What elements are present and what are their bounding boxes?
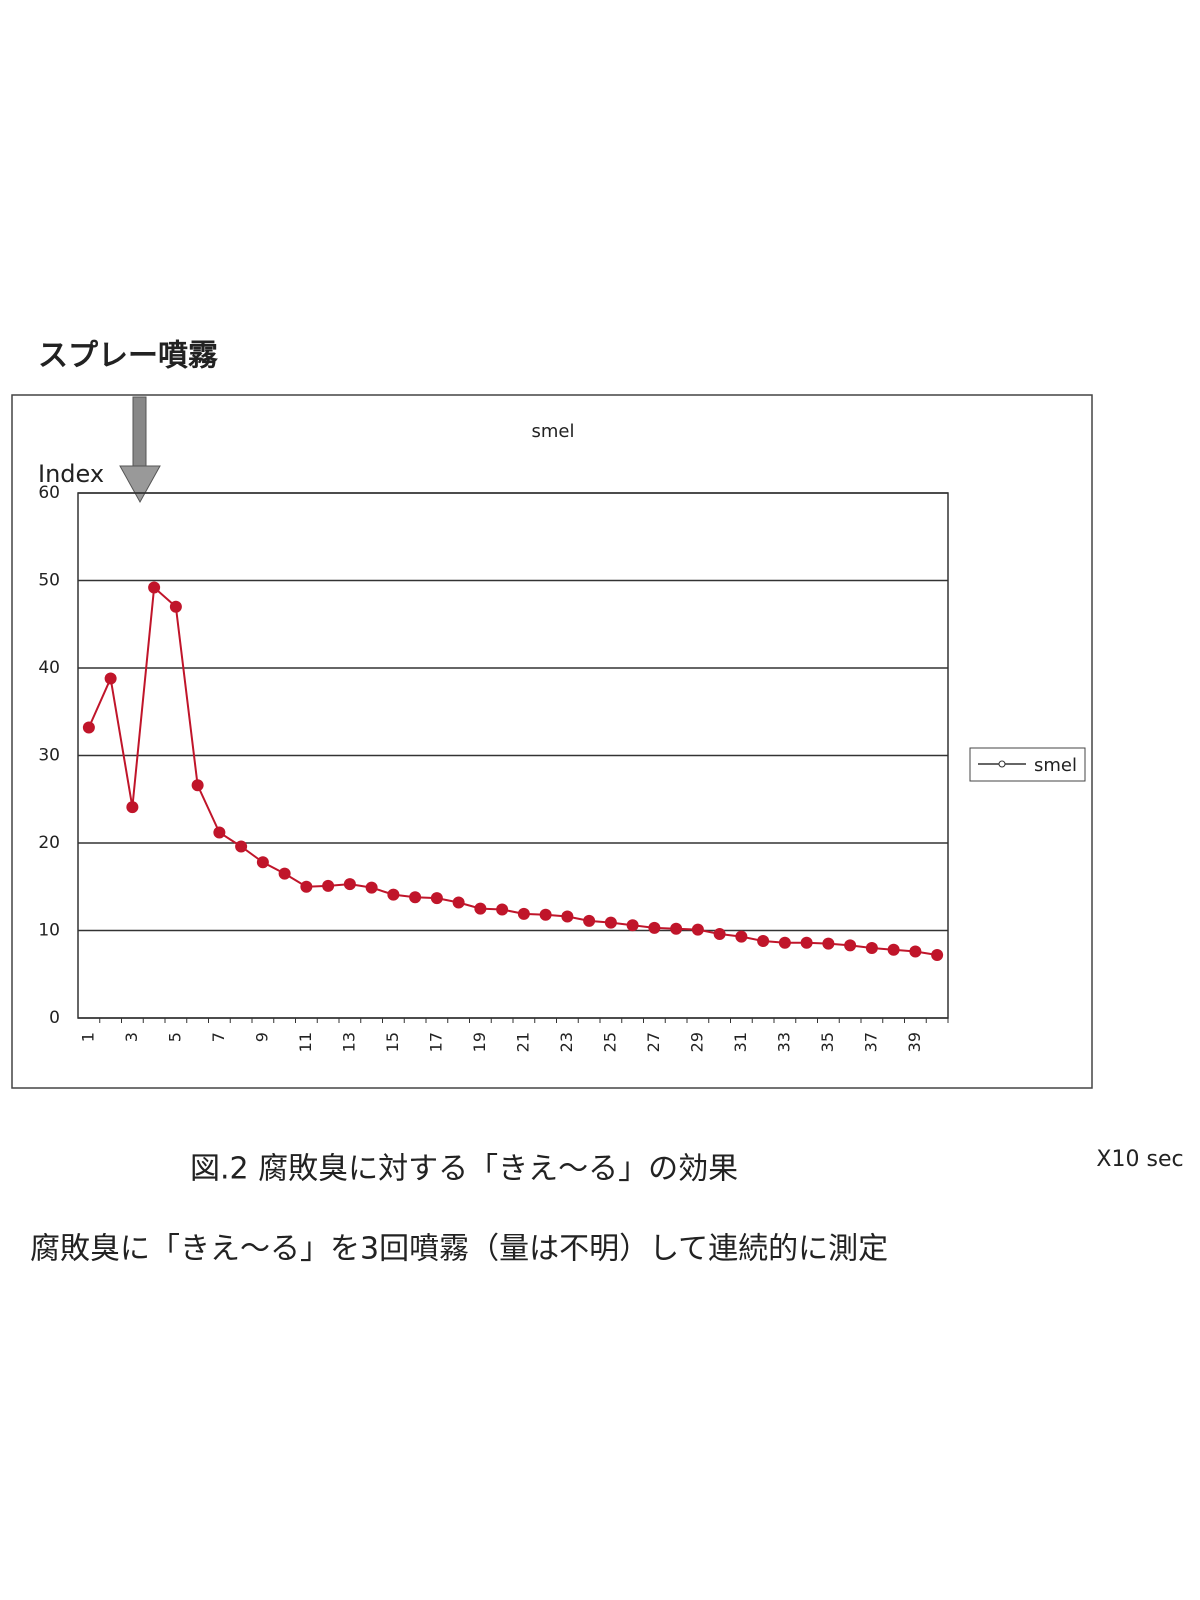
chart-title: smel — [532, 421, 575, 442]
data-point — [148, 581, 161, 594]
data-point — [713, 928, 726, 940]
y-tick-label: 60 — [38, 483, 60, 503]
legend-marker — [998, 760, 1006, 768]
x-tick-label: 31 — [731, 1032, 750, 1052]
data-point — [496, 903, 509, 916]
data-point — [126, 801, 139, 814]
x-tick-label: 11 — [296, 1032, 315, 1052]
caption: 図.2 腐敗臭に対する「きえ～る」の効果 — [190, 1152, 738, 1187]
x-tick-label: 27 — [644, 1032, 663, 1052]
data-point — [778, 936, 791, 949]
data-point — [539, 908, 552, 921]
data-point — [191, 779, 204, 792]
x-tick-label: 15 — [383, 1032, 402, 1052]
spray-arrow — [119, 396, 161, 504]
data-point — [800, 936, 813, 949]
y-tick-label: 10 — [38, 921, 60, 941]
note: 腐敗臭に「きえ～る」を3回噴霧（量は不明）して連続的に測定 — [30, 1232, 888, 1267]
data-point — [583, 914, 596, 927]
y-axis-label: Index — [38, 460, 104, 488]
x-tick-label: 21 — [513, 1032, 532, 1052]
data-point — [409, 891, 422, 904]
data-point — [82, 721, 95, 734]
y-tick-label: 50 — [38, 571, 60, 591]
x-tick-label: 9 — [252, 1032, 271, 1042]
data-point — [104, 672, 117, 685]
data-point — [626, 919, 639, 932]
data-point — [822, 937, 835, 950]
data-point — [365, 881, 378, 894]
data-point — [430, 892, 443, 905]
data-point — [604, 916, 617, 929]
data-point — [213, 826, 226, 839]
x-tick-label: 25 — [600, 1032, 619, 1052]
data-point — [235, 840, 248, 853]
data-point — [844, 939, 857, 952]
y-tick-label: 30 — [38, 746, 60, 766]
y-tick-label: 0 — [49, 1008, 60, 1028]
data-point — [691, 923, 704, 936]
data-point — [931, 949, 944, 961]
data-point — [169, 600, 182, 613]
data-point — [648, 921, 661, 934]
y-tick-label: 20 — [38, 833, 60, 853]
data-point — [300, 880, 313, 893]
data-point — [278, 867, 291, 880]
x-tick-label: 13 — [339, 1032, 358, 1052]
x-tick-label: 1 — [78, 1032, 97, 1042]
data-point — [517, 907, 530, 920]
x-tick-label: 35 — [818, 1032, 837, 1052]
data-point — [561, 910, 574, 923]
data-point — [474, 902, 487, 915]
chart-frame — [11, 394, 1093, 1089]
legend-label: smel — [1034, 755, 1077, 776]
data-point — [343, 878, 356, 891]
data-point — [387, 888, 400, 901]
x-axis-label: X10 sec — [1096, 1147, 1183, 1172]
data-point — [256, 856, 269, 869]
x-tick-label: 39 — [905, 1032, 924, 1052]
data-point — [757, 935, 770, 947]
x-tick-label: 17 — [426, 1032, 445, 1052]
x-tick-label: 33 — [774, 1032, 793, 1052]
x-tick-label: 23 — [557, 1032, 576, 1052]
data-point — [670, 922, 683, 935]
x-tick-label: 7 — [209, 1032, 228, 1042]
data-point — [887, 943, 900, 956]
x-tick-label: 37 — [861, 1032, 880, 1052]
data-point — [865, 942, 878, 954]
series-line — [87, 585, 938, 956]
x-tick-label: 3 — [122, 1032, 141, 1042]
data-point — [735, 930, 748, 943]
x-tick-label: 5 — [165, 1032, 184, 1042]
x-tick-label: 19 — [470, 1032, 489, 1052]
annotation: スプレー噴霧 — [38, 339, 219, 374]
x-tick-label: 29 — [687, 1032, 706, 1052]
data-point — [909, 945, 922, 958]
data-point — [452, 896, 465, 909]
y-tick-label: 40 — [38, 658, 60, 678]
data-point — [322, 879, 335, 892]
